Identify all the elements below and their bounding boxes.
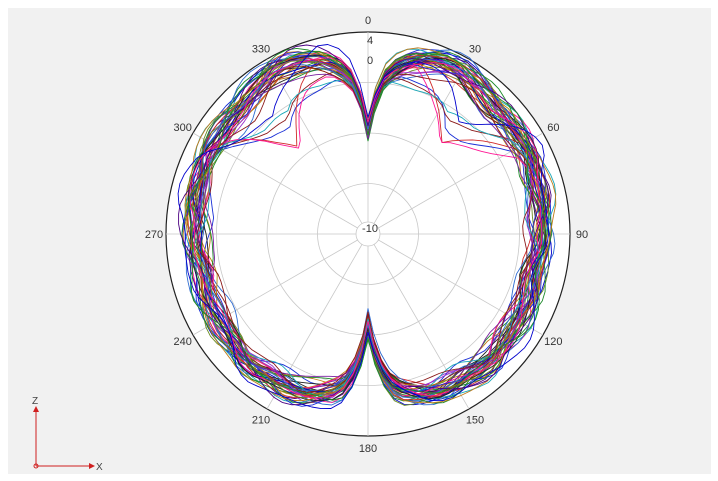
- radial-tick-label: -10: [362, 223, 378, 235]
- grid-spoke: [373, 58, 470, 224]
- chart-frame: 0 30 60 90 120 150 180 210 240 270 300 330 4 0 -10 Z …: [8, 8, 711, 474]
- grid-spoke: [192, 239, 358, 336]
- axes-indicator: Z X: [32, 396, 103, 473]
- series-trace: [177, 44, 550, 410]
- angle-tick-label: 90: [576, 229, 588, 241]
- radial-tick-label: 0: [367, 55, 373, 67]
- radial-tick-label: 4: [367, 35, 373, 47]
- z-axis-label: Z: [32, 396, 38, 407]
- angle-tick-label: 180: [359, 443, 377, 455]
- x-axis-label: X: [96, 462, 103, 473]
- data-traces: [177, 44, 557, 410]
- angle-labels: 0 30 60 90 120 150 180 210 240 270 300 330: [145, 15, 588, 455]
- polar-chart: 0 30 60 90 120 150 180 210 240 270 300 330 4 0 -10 Z …: [32, 15, 588, 473]
- radial-labels: 4 0 -10: [362, 35, 378, 235]
- axes-origin: [33, 463, 39, 469]
- angle-tick-label: 210: [252, 414, 270, 426]
- series-trace: [187, 54, 547, 401]
- angle-tick-label: 60: [547, 122, 559, 134]
- angle-tick-label: 150: [466, 414, 484, 426]
- series-trace: [197, 58, 544, 399]
- angle-tick-label: 120: [544, 336, 562, 348]
- x-axis-arrow: [89, 463, 95, 469]
- grid-spoke: [266, 58, 363, 224]
- series-trace: [189, 57, 543, 399]
- angle-tick-label: 240: [173, 336, 191, 348]
- series-trace: [196, 65, 534, 393]
- angle-tick-label: 270: [145, 229, 163, 241]
- angle-tick-label: 330: [252, 44, 270, 56]
- angle-tick-label: 30: [469, 44, 481, 56]
- z-axis-arrow: [33, 406, 39, 412]
- angle-tick-label: 0: [365, 15, 371, 27]
- angle-tick-label: 300: [173, 122, 191, 134]
